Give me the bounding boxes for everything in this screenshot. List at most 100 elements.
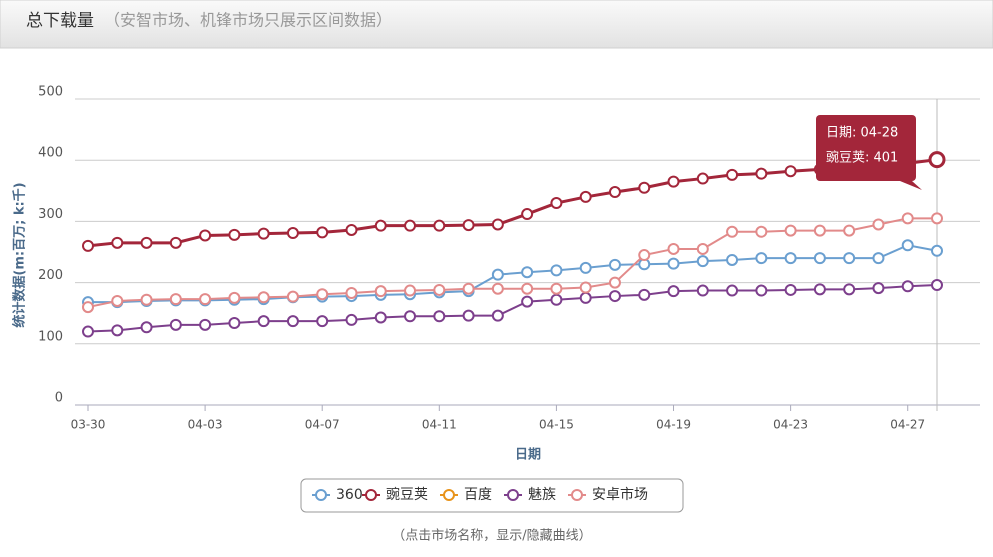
point xyxy=(433,219,446,232)
point xyxy=(140,321,153,334)
point xyxy=(901,239,914,252)
point xyxy=(726,284,739,297)
point xyxy=(316,288,329,301)
point xyxy=(667,257,680,270)
point xyxy=(433,283,446,296)
point xyxy=(140,293,153,306)
point xyxy=(169,293,182,306)
point xyxy=(111,236,124,249)
point xyxy=(843,283,856,296)
point xyxy=(257,227,270,240)
point xyxy=(755,284,768,297)
point xyxy=(872,218,885,231)
legend-label[interactable]: 豌豆荚 xyxy=(386,486,428,503)
point xyxy=(111,294,124,307)
point xyxy=(286,227,299,240)
legend-marker[interactable] xyxy=(571,489,583,501)
point xyxy=(755,225,768,238)
x-tick-label: 04-23 xyxy=(773,418,808,432)
tooltip-text: 日期: 04-28 xyxy=(826,126,898,141)
point xyxy=(931,279,943,292)
point xyxy=(579,291,592,304)
point xyxy=(82,325,94,338)
point xyxy=(726,225,739,238)
point xyxy=(667,175,680,188)
y-tick-label: 500 xyxy=(38,85,63,100)
point xyxy=(199,229,212,242)
point xyxy=(696,255,709,268)
legend-marker[interactable] xyxy=(315,489,327,501)
point xyxy=(579,281,592,294)
point xyxy=(843,252,856,265)
point xyxy=(667,242,680,255)
point xyxy=(316,226,329,239)
chart-subtitle: （安智市场、机锋市场只展示区间数据） xyxy=(104,11,392,30)
legend-marker[interactable] xyxy=(507,489,519,501)
point xyxy=(374,219,387,232)
point xyxy=(667,285,680,298)
legend-box xyxy=(300,478,684,513)
point xyxy=(784,283,797,296)
tooltip-pointer xyxy=(900,181,922,190)
point xyxy=(286,315,299,328)
point xyxy=(257,291,270,304)
point xyxy=(784,165,797,178)
point xyxy=(462,309,475,322)
point xyxy=(521,208,534,221)
point xyxy=(404,310,417,323)
point xyxy=(169,236,182,249)
series-line xyxy=(88,244,938,304)
point xyxy=(579,261,592,274)
x-tick-label: 04-27 xyxy=(890,418,925,432)
point xyxy=(872,282,885,295)
header-bar xyxy=(0,0,993,49)
point xyxy=(608,290,621,303)
point xyxy=(696,284,709,297)
point xyxy=(228,228,241,241)
point xyxy=(169,318,182,331)
legend-marker[interactable] xyxy=(443,489,455,501)
x-axis-label: 日期 xyxy=(515,448,541,463)
legend-label[interactable]: 安卓市场 xyxy=(592,486,648,503)
legend-label[interactable]: 百度 xyxy=(464,487,492,503)
point xyxy=(550,282,563,295)
legend-label[interactable]: 360 xyxy=(336,487,363,503)
point xyxy=(638,288,651,301)
point xyxy=(199,293,212,306)
point xyxy=(374,311,387,324)
point xyxy=(813,224,826,237)
point xyxy=(872,252,885,265)
x-tick-label: 04-11 xyxy=(422,418,457,432)
tooltip-box xyxy=(816,115,916,181)
series-line xyxy=(87,217,937,309)
point xyxy=(140,236,153,249)
point xyxy=(696,242,709,255)
point xyxy=(608,258,621,271)
point xyxy=(111,324,124,337)
point xyxy=(374,285,387,298)
y-tick-label: 400 xyxy=(38,146,63,161)
point xyxy=(345,223,358,236)
point xyxy=(550,293,563,306)
point xyxy=(928,151,946,169)
point xyxy=(199,318,212,331)
point xyxy=(521,266,534,279)
point xyxy=(608,276,621,289)
point xyxy=(901,212,914,225)
note: （点击市场名称，显示/隐藏曲线） xyxy=(392,528,591,544)
legend-marker[interactable] xyxy=(365,489,377,501)
point xyxy=(638,249,651,262)
y-tick-label: 100 xyxy=(38,329,63,344)
point xyxy=(931,212,943,225)
legend-label[interactable]: 魅族 xyxy=(528,487,556,503)
x-tick-label: 04-03 xyxy=(188,418,223,432)
point xyxy=(784,252,797,265)
point xyxy=(521,295,534,308)
x-tick-label: 04-19 xyxy=(656,418,691,432)
point xyxy=(579,190,592,203)
point xyxy=(755,167,768,180)
point xyxy=(316,315,329,328)
point xyxy=(345,287,358,300)
point xyxy=(462,219,475,232)
